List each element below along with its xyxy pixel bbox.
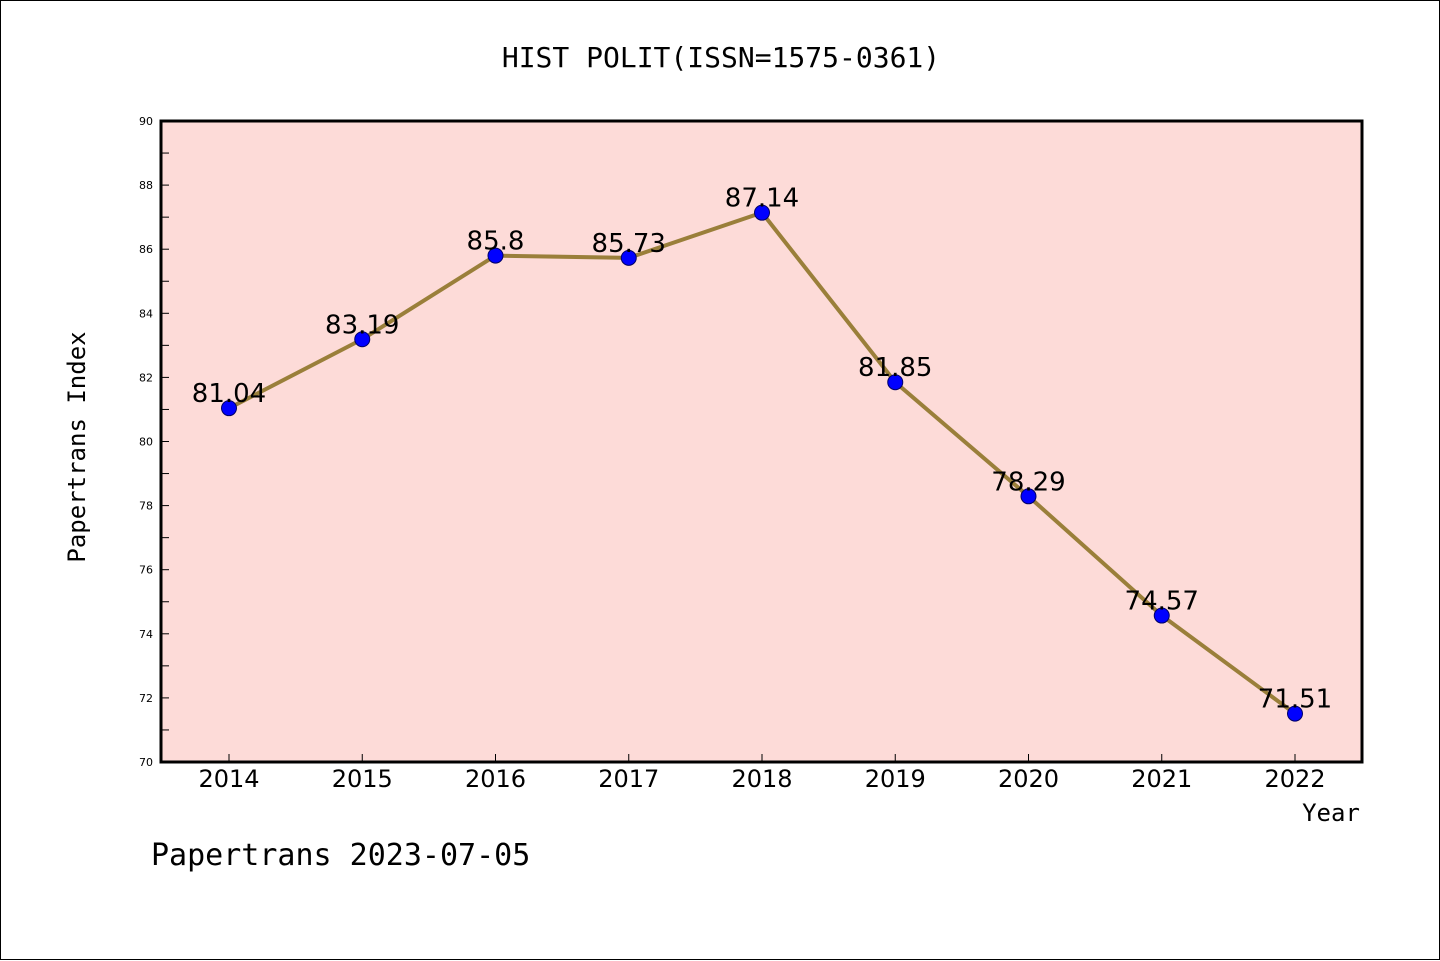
data-labels: 81.04 83.19 85.8 85.73 87.14 81.85 78.29 74.57 7… xyxy=(192,184,1332,715)
data-point xyxy=(354,331,371,348)
y-tick-label: 90 xyxy=(139,115,153,128)
data-label: 83.19 xyxy=(325,310,399,340)
x-axis: 2014 2015 2016 2017 2018 2019 2020 2021 2022 xyxy=(198,754,1326,793)
x-axis-label: Year xyxy=(1302,799,1360,827)
x-tick-label: 2014 xyxy=(198,765,259,793)
data-label: 71.51 xyxy=(1258,685,1332,715)
x-tick-label: 2020 xyxy=(998,765,1059,793)
data-point xyxy=(487,247,504,264)
y-tick-label: 84 xyxy=(139,307,153,320)
data-label: 81.85 xyxy=(858,353,932,383)
y-tick-label: 80 xyxy=(139,436,153,449)
x-tick-label: 2022 xyxy=(1264,765,1325,793)
y-tick-label: 86 xyxy=(139,243,153,256)
chart-title: HIST POLIT(ISSN=1575-0361) xyxy=(502,41,940,74)
y-axis: 70 72 74 76 78 80 82 84 86 88 90 xyxy=(139,115,169,769)
data-point xyxy=(221,400,237,417)
y-tick-label: 72 xyxy=(139,692,153,705)
y-tick-label: 88 xyxy=(139,179,153,192)
y-tick-label: 78 xyxy=(139,500,153,513)
data-point xyxy=(1153,607,1170,624)
data-points xyxy=(221,204,1303,722)
x-tick-label: 2019 xyxy=(865,765,926,793)
x-tick-label: 2017 xyxy=(598,765,659,793)
data-label: 78.29 xyxy=(991,467,1065,497)
data-label: 87.14 xyxy=(725,184,799,214)
x-tick-label: 2018 xyxy=(731,765,792,793)
x-tick-label: 2021 xyxy=(1131,765,1192,793)
data-label: 74.57 xyxy=(1125,587,1199,617)
data-label: 85.8 xyxy=(467,227,525,257)
footer-date: Papertrans 2023-07-05 xyxy=(151,838,530,873)
data-point xyxy=(1020,488,1037,505)
y-axis-label: Papertrans Index xyxy=(63,331,91,562)
data-point xyxy=(887,374,904,391)
y-tick-label: 70 xyxy=(139,756,153,769)
data-point xyxy=(620,249,637,266)
x-tick-label: 2015 xyxy=(332,765,393,793)
x-tick-label: 2016 xyxy=(465,765,526,793)
data-label: 81.04 xyxy=(192,379,266,409)
data-point xyxy=(1287,705,1303,722)
y-tick-label: 74 xyxy=(139,628,153,641)
data-point xyxy=(754,204,770,221)
data-label: 85.73 xyxy=(592,229,666,259)
y-tick-label: 82 xyxy=(139,371,153,384)
plot-area xyxy=(159,119,1364,764)
y-tick-label: 76 xyxy=(139,564,153,577)
